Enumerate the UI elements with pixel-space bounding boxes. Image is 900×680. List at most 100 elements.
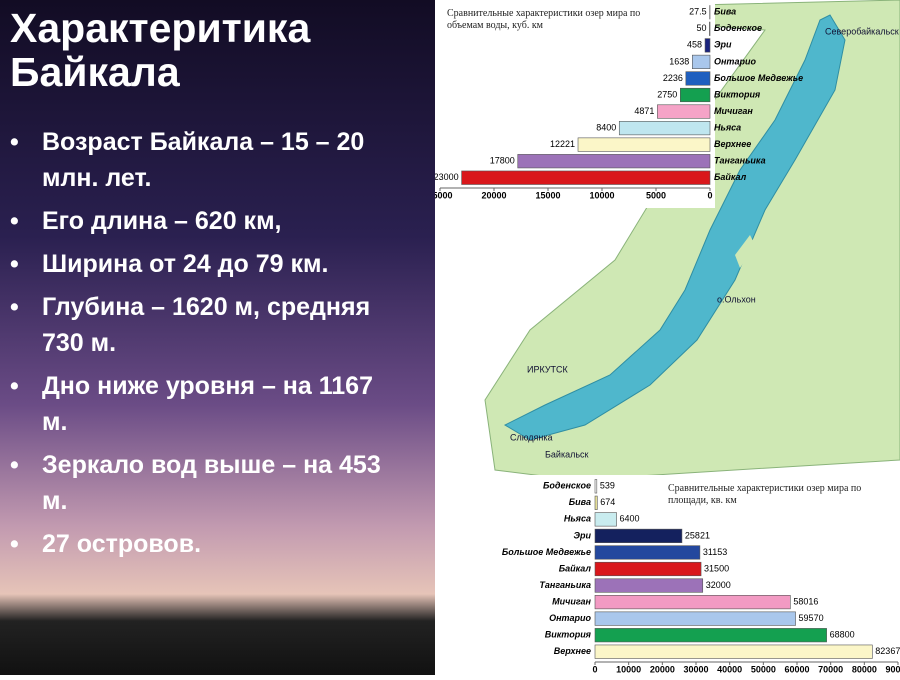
- x-tick-label: 20000: [481, 190, 506, 200]
- x-tick-label: 10000: [616, 664, 641, 674]
- value-label: 6400: [620, 514, 640, 524]
- category-label: Бива: [714, 7, 736, 17]
- value-label: 25821: [685, 530, 710, 540]
- bar: [518, 154, 710, 168]
- bar: [657, 105, 710, 119]
- value-label: 539: [600, 481, 615, 491]
- x-tick-label: 25000: [435, 190, 453, 200]
- bar: [709, 22, 710, 36]
- value-label: 27.5: [689, 7, 707, 17]
- category-label: Байкал: [714, 172, 747, 182]
- value-label: 23000: [435, 172, 459, 182]
- category-label: Танганьика: [539, 580, 591, 590]
- category-label: Виктория: [545, 630, 592, 640]
- value-label: 1638: [669, 56, 689, 66]
- bar: [619, 121, 710, 135]
- category-label: Верхнее: [714, 139, 751, 149]
- value-label: 12221: [550, 139, 575, 149]
- category-label: Ньяса: [564, 514, 591, 524]
- category-label: Виктория: [714, 89, 761, 99]
- chart-title: Сравнительные характеристики озер мира п…: [668, 483, 868, 507]
- value-label: 50: [696, 23, 706, 33]
- category-label: Большое Медвежье: [502, 547, 591, 557]
- bar: [595, 612, 796, 626]
- category-label: Эри: [574, 530, 592, 540]
- value-label: 82367: [875, 646, 900, 656]
- value-label: 4871: [634, 106, 654, 116]
- x-tick-label: 90000: [885, 664, 900, 674]
- map-label: Северобайкальск: [825, 26, 899, 36]
- bar: [595, 579, 703, 593]
- bar: [578, 138, 710, 152]
- bar: [595, 529, 682, 543]
- bar: [462, 171, 710, 185]
- category-label: Байкал: [559, 563, 592, 573]
- x-tick-label: 40000: [717, 664, 742, 674]
- category-label: Мичиган: [552, 596, 591, 606]
- bar: [705, 39, 710, 53]
- x-tick-label: 70000: [818, 664, 843, 674]
- value-label: 17800: [490, 156, 515, 166]
- bullet: Возраст Байкала – 15 – 20 млн. лет.: [42, 124, 397, 196]
- slide-title: Характеритика Байкала: [10, 6, 390, 94]
- bullet: Ширина от 24 до 79 км.: [42, 246, 397, 282]
- bar: [595, 562, 701, 576]
- map-panel: Северобайкальск о.Ольхон ИРКУТСК Слюдянка Ба…: [435, 0, 900, 675]
- bar: [595, 546, 700, 560]
- bar: [595, 645, 872, 659]
- x-tick-label: 15000: [535, 190, 560, 200]
- category-label: Бива: [569, 497, 591, 507]
- map-label: о.Ольхон: [717, 294, 756, 304]
- bar: [595, 496, 597, 510]
- category-label: Эри: [714, 40, 732, 50]
- bar: [686, 72, 710, 86]
- value-label: 31153: [703, 547, 727, 557]
- bullet: Дно ниже уровня – на 1167 м.: [42, 368, 397, 440]
- value-label: 674: [600, 497, 615, 507]
- category-label: Танганьика: [714, 156, 766, 166]
- bullet: Глубина – 1620 м, средняя 730 м.: [42, 289, 397, 361]
- bar: [595, 595, 790, 609]
- category-label: Большое Медвежье: [714, 73, 803, 83]
- category-label: Онтарио: [714, 56, 756, 66]
- category-label: Верхнее: [554, 646, 591, 656]
- map-and-charts: Северобайкальск о.Ольхон ИРКУТСК Слюдянка Ба…: [435, 0, 900, 675]
- bullet: 27 островов.: [42, 526, 397, 562]
- x-tick-label: 5000: [646, 190, 666, 200]
- category-label: Онтарио: [549, 613, 591, 623]
- value-label: 2236: [663, 73, 683, 83]
- value-label: 59570: [799, 613, 824, 623]
- bar: [595, 513, 617, 527]
- value-label: 58016: [793, 596, 818, 606]
- category-label: Боденское: [714, 23, 762, 33]
- x-tick-label: 30000: [683, 664, 708, 674]
- bar: [680, 88, 710, 102]
- x-tick-label: 0: [707, 190, 712, 200]
- x-tick-label: 80000: [852, 664, 877, 674]
- x-tick-label: 10000: [589, 190, 614, 200]
- map-label: Байкальск: [545, 449, 589, 459]
- map-label: Слюдянка: [510, 432, 553, 442]
- bar: [595, 628, 827, 642]
- value-label: 31500: [704, 563, 729, 573]
- bullet: Его длина – 620 км,: [42, 203, 397, 239]
- category-label: Мичиган: [714, 106, 753, 116]
- bullet: Зеркало вод выше – на 453 м.: [42, 447, 397, 519]
- category-label: Боденское: [543, 481, 591, 491]
- value-label: 68800: [830, 630, 855, 640]
- value-label: 32000: [706, 580, 731, 590]
- map-label: ИРКУТСК: [527, 364, 569, 374]
- x-tick-label: 20000: [650, 664, 675, 674]
- bar: [595, 480, 597, 494]
- x-tick-label: 60000: [784, 664, 809, 674]
- value-label: 2750: [657, 89, 677, 99]
- value-label: 8400: [596, 122, 616, 132]
- chart-title: Сравнительные характеристики озер мира п…: [447, 8, 647, 32]
- x-tick-label: 0: [592, 664, 597, 674]
- x-tick-label: 50000: [751, 664, 776, 674]
- category-label: Ньяса: [714, 122, 741, 132]
- text-panel: Характеритика Байкала Возраст Байкала – …: [0, 0, 435, 675]
- bar: [692, 55, 710, 69]
- bullet-list: Возраст Байкала – 15 – 20 млн. лет. Его д…: [0, 124, 397, 569]
